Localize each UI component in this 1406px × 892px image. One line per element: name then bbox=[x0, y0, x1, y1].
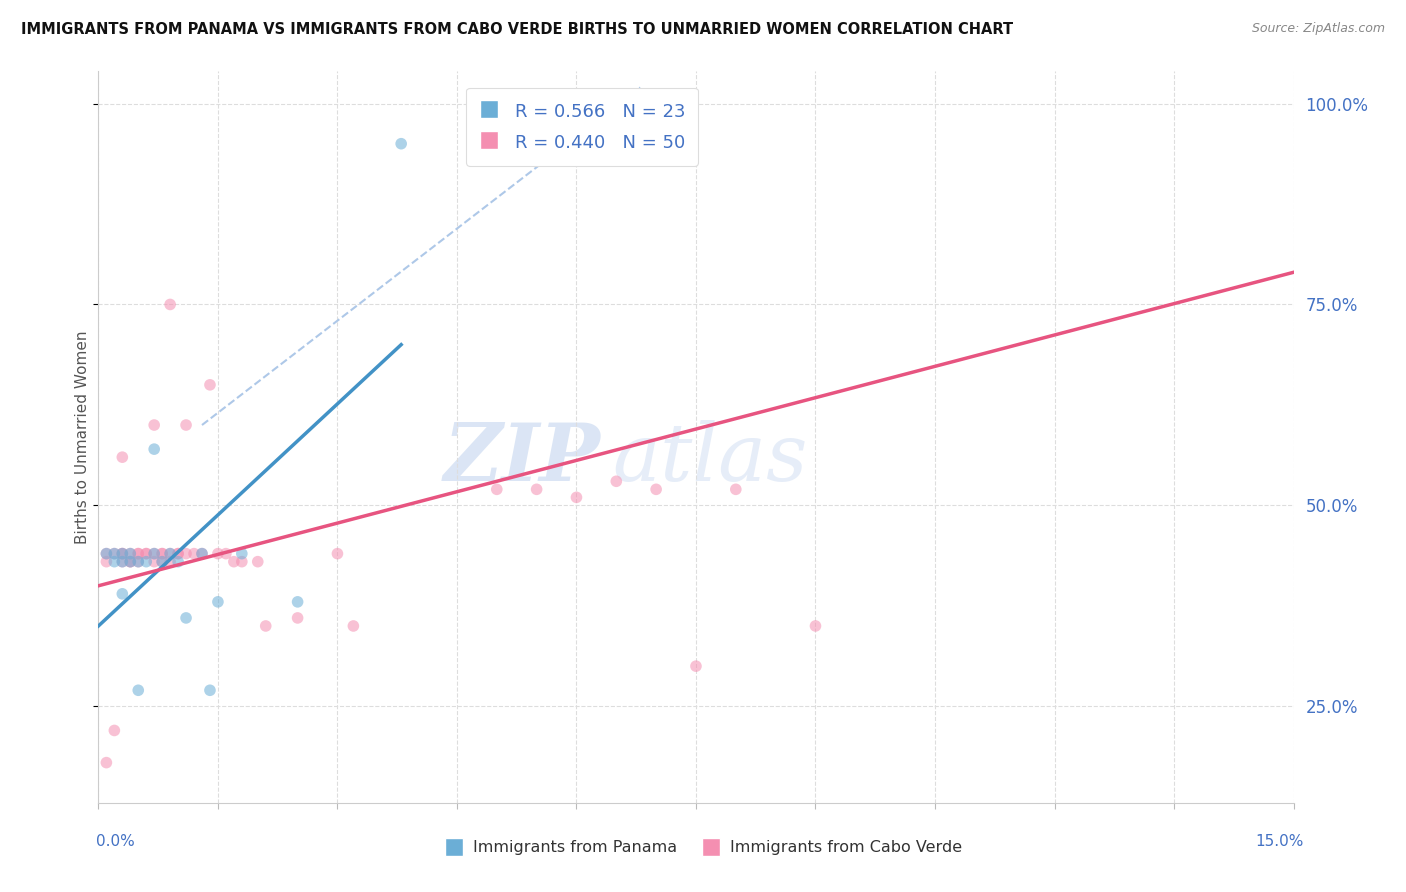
Legend: Immigrants from Panama, Immigrants from Cabo Verde: Immigrants from Panama, Immigrants from … bbox=[437, 834, 969, 862]
Point bbox=[159, 297, 181, 311]
Point bbox=[120, 547, 142, 561]
Point bbox=[287, 595, 309, 609]
Point bbox=[231, 555, 253, 569]
Point bbox=[150, 555, 173, 569]
Point bbox=[198, 683, 221, 698]
Point bbox=[342, 619, 364, 633]
Point bbox=[191, 547, 214, 561]
Text: IMMIGRANTS FROM PANAMA VS IMMIGRANTS FROM CABO VERDE BIRTHS TO UNMARRIED WOMEN C: IMMIGRANTS FROM PANAMA VS IMMIGRANTS FRO… bbox=[21, 22, 1014, 37]
Point bbox=[565, 491, 588, 505]
Point bbox=[191, 547, 214, 561]
Point bbox=[198, 377, 221, 392]
Point bbox=[222, 555, 245, 569]
Point bbox=[159, 555, 181, 569]
Point bbox=[111, 450, 134, 465]
Point bbox=[111, 555, 134, 569]
Point bbox=[183, 547, 205, 561]
Point bbox=[174, 611, 197, 625]
Point bbox=[111, 547, 134, 561]
Point bbox=[111, 587, 134, 601]
Point bbox=[96, 555, 118, 569]
Point bbox=[127, 555, 149, 569]
Point bbox=[645, 483, 668, 497]
Point bbox=[143, 547, 166, 561]
Point bbox=[159, 547, 181, 561]
Point bbox=[127, 683, 149, 698]
Point bbox=[96, 547, 118, 561]
Text: Source: ZipAtlas.com: Source: ZipAtlas.com bbox=[1251, 22, 1385, 36]
Point bbox=[685, 659, 707, 673]
Point bbox=[389, 136, 412, 151]
Point bbox=[207, 595, 229, 609]
Point bbox=[135, 555, 157, 569]
Point bbox=[174, 417, 197, 432]
Point bbox=[120, 555, 142, 569]
Point bbox=[215, 547, 238, 561]
Point bbox=[246, 555, 269, 569]
Point bbox=[127, 547, 149, 561]
Point bbox=[96, 547, 118, 561]
Point bbox=[159, 547, 181, 561]
Point bbox=[120, 555, 142, 569]
Point bbox=[254, 619, 277, 633]
Point bbox=[143, 547, 166, 561]
Point bbox=[111, 547, 134, 561]
Text: ZIP: ZIP bbox=[443, 420, 600, 498]
Point bbox=[111, 547, 134, 561]
Point bbox=[143, 442, 166, 457]
Point bbox=[135, 547, 157, 561]
Y-axis label: Births to Unmarried Women: Births to Unmarried Women bbox=[75, 330, 90, 544]
Point bbox=[526, 483, 548, 497]
Point bbox=[143, 417, 166, 432]
Point bbox=[103, 555, 125, 569]
Point bbox=[150, 555, 173, 569]
Point bbox=[605, 475, 627, 489]
Legend: R = 0.566   N = 23, R = 0.440   N = 50: R = 0.566 N = 23, R = 0.440 N = 50 bbox=[465, 87, 697, 166]
Point bbox=[167, 547, 190, 561]
Text: 15.0%: 15.0% bbox=[1256, 834, 1303, 848]
Point bbox=[485, 483, 508, 497]
Point bbox=[143, 555, 166, 569]
Point bbox=[127, 547, 149, 561]
Point bbox=[167, 547, 190, 561]
Point bbox=[127, 555, 149, 569]
Text: atlas: atlas bbox=[613, 420, 807, 498]
Point bbox=[103, 547, 125, 561]
Point bbox=[724, 483, 747, 497]
Point bbox=[103, 547, 125, 561]
Point bbox=[96, 756, 118, 770]
Point bbox=[167, 555, 190, 569]
Point bbox=[103, 723, 125, 738]
Point bbox=[150, 547, 173, 561]
Point bbox=[207, 547, 229, 561]
Point bbox=[135, 547, 157, 561]
Point bbox=[231, 547, 253, 561]
Point bbox=[120, 555, 142, 569]
Point bbox=[326, 547, 349, 561]
Text: 0.0%: 0.0% bbox=[96, 834, 135, 848]
Point bbox=[120, 547, 142, 561]
Point bbox=[150, 547, 173, 561]
Point bbox=[111, 555, 134, 569]
Point bbox=[287, 611, 309, 625]
Point bbox=[174, 547, 197, 561]
Point bbox=[804, 619, 827, 633]
